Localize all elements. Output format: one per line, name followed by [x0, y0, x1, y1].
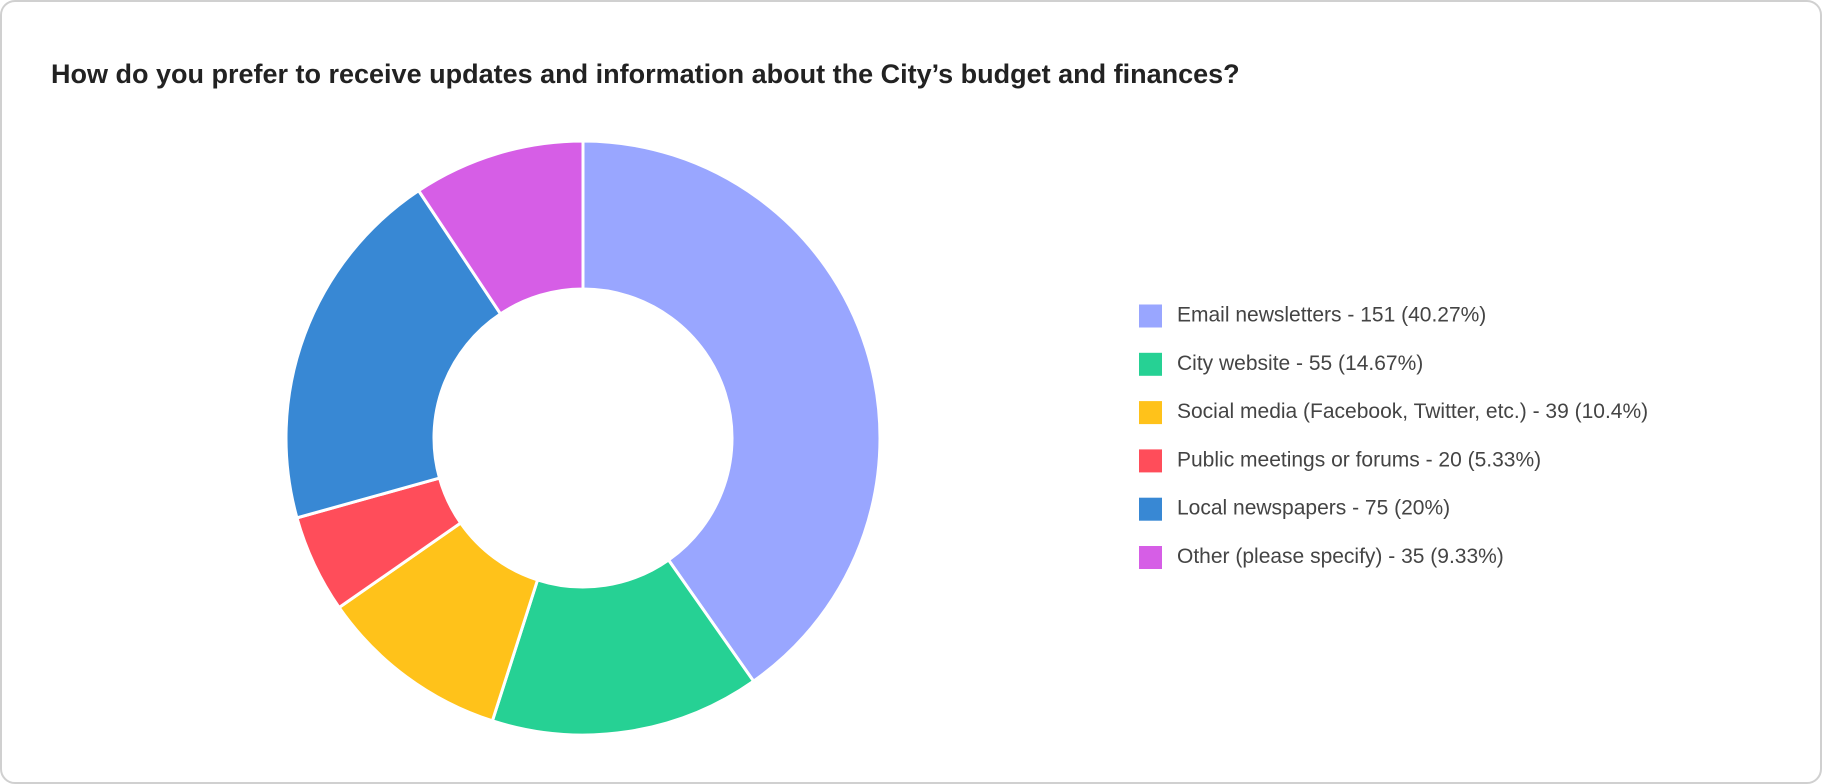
legend-label: City website - 55 (14.67%) [1177, 352, 1423, 375]
donut-slice [581, 139, 882, 684]
legend-label: Email newsletters - 151 (40.27%) [1177, 304, 1486, 327]
legend-swatch [1139, 546, 1162, 569]
donut-slice [284, 188, 503, 520]
donut-slice [490, 557, 756, 737]
legend-label: Social media (Facebook, Twitter, etc.) -… [1177, 400, 1648, 423]
legend-label: Public meetings or forums - 20 (5.33%) [1177, 448, 1541, 471]
legend-swatch [1139, 401, 1162, 425]
legend-swatch [1139, 497, 1162, 521]
legend-swatch [1139, 352, 1162, 376]
donut-slice [416, 139, 585, 316]
chart-title: How do you prefer to receive updates and… [51, 59, 1240, 89]
legend-swatch [1139, 304, 1162, 328]
legend-swatch [1139, 449, 1162, 473]
legend-label: Other (please specify) - 35 (9.33%) [1177, 545, 1504, 568]
legend-label: Local newspapers - 75 (20%) [1177, 497, 1450, 520]
